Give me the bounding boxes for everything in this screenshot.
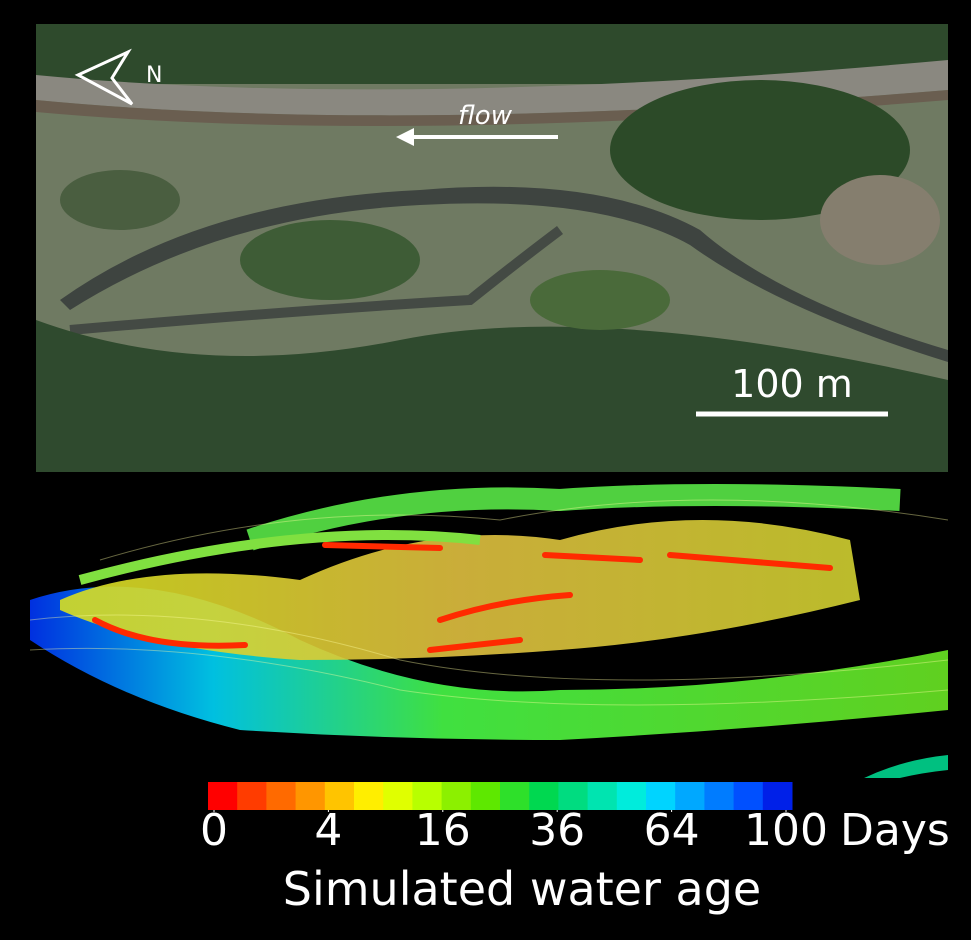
- tick-label: 64: [644, 805, 700, 856]
- colorbar-swatch: [500, 782, 530, 810]
- tick-label: 100: [744, 805, 828, 856]
- colorbar-swatch: [266, 782, 296, 810]
- colorbar-swatch: [354, 782, 384, 810]
- colorbar-unit: Days: [840, 805, 950, 856]
- colorbar-swatch: [617, 782, 647, 810]
- colorbar-swatch: [471, 782, 501, 810]
- figure: N flow 100 m 04163664100 Days Simula: [0, 0, 971, 940]
- tick-label: 16: [415, 805, 471, 856]
- north-label: N: [146, 63, 162, 88]
- scale-label: 100 m: [731, 362, 853, 406]
- tick-label: 36: [529, 805, 585, 856]
- colorbar-title: Simulated water age: [283, 862, 761, 916]
- colorbar-swatch: [383, 782, 413, 810]
- colorbar-swatch: [237, 782, 267, 810]
- page: N flow 100 m 04163664100 Days Simula: [0, 0, 971, 940]
- flow-label: flow: [458, 101, 513, 131]
- tick-label: 4: [314, 805, 342, 856]
- colorbar-swatch: [588, 782, 618, 810]
- tick-label: 0: [200, 805, 228, 856]
- colorbar-swatch: [704, 782, 734, 810]
